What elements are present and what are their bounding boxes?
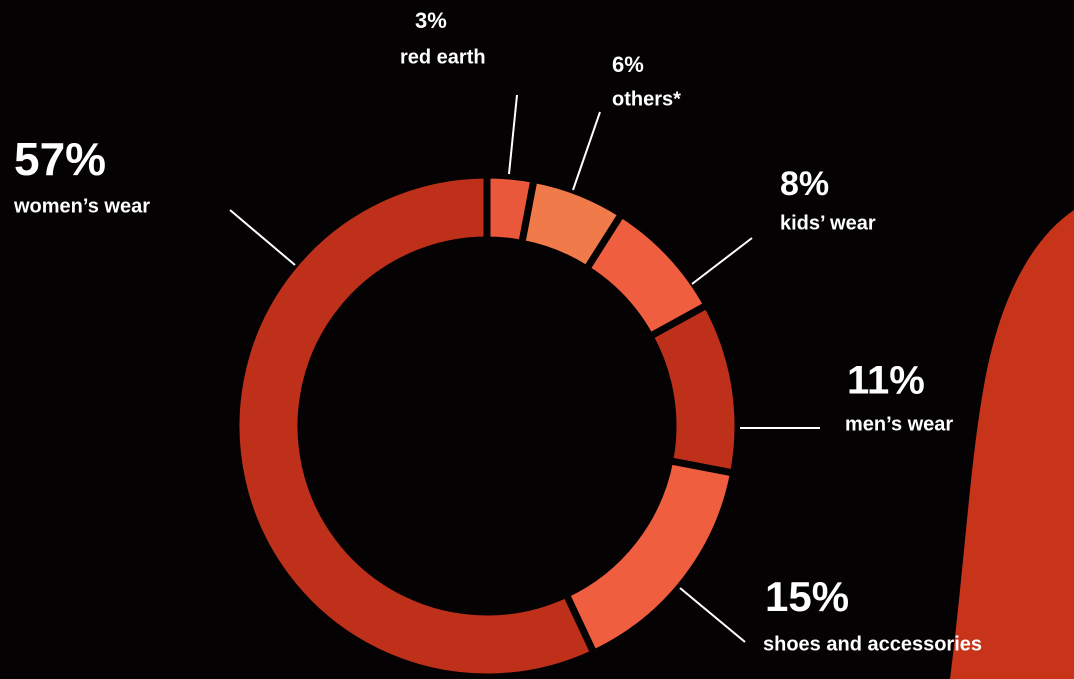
value-label: 57% (14, 133, 106, 185)
leader-line (572, 111, 601, 191)
category-label: shoes and accessories (763, 633, 982, 655)
leader-line (229, 209, 296, 266)
leader-line (508, 94, 518, 175)
category-label: red earth (400, 46, 486, 68)
value-label: 11% (847, 359, 925, 403)
donut-segment (232, 171, 599, 679)
leader-line (679, 587, 746, 643)
value-label: 8% (780, 165, 829, 203)
leader-line (691, 237, 753, 285)
value-label: 6% (612, 52, 644, 77)
value-label: 15% (765, 573, 849, 620)
decorative-figure (950, 210, 1074, 679)
category-label: women’s wear (13, 195, 150, 217)
category-label: kids’ wear (780, 212, 876, 234)
value-label: 3% (415, 8, 447, 33)
category-label: others* (612, 88, 681, 110)
category-label: men’s wear (845, 413, 953, 435)
